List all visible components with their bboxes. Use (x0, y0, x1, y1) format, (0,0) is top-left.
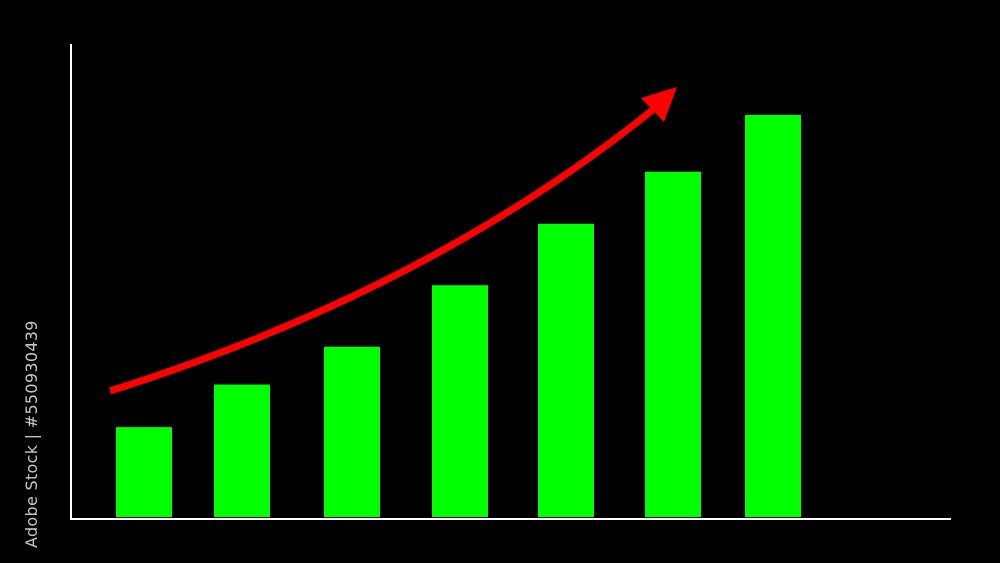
trend-arrow-line (108, 105, 658, 395)
bar-5 (538, 223, 594, 518)
bar-6 (645, 171, 701, 517)
bar-1 (116, 427, 172, 517)
trend-arrow-head (641, 87, 677, 122)
stock-id-watermark: Adobe Stock | #550930439 (22, 320, 41, 548)
bar-3 (324, 346, 380, 517)
bar-2 (214, 384, 270, 517)
bar-4 (432, 285, 488, 517)
bar-7 (745, 114, 801, 517)
